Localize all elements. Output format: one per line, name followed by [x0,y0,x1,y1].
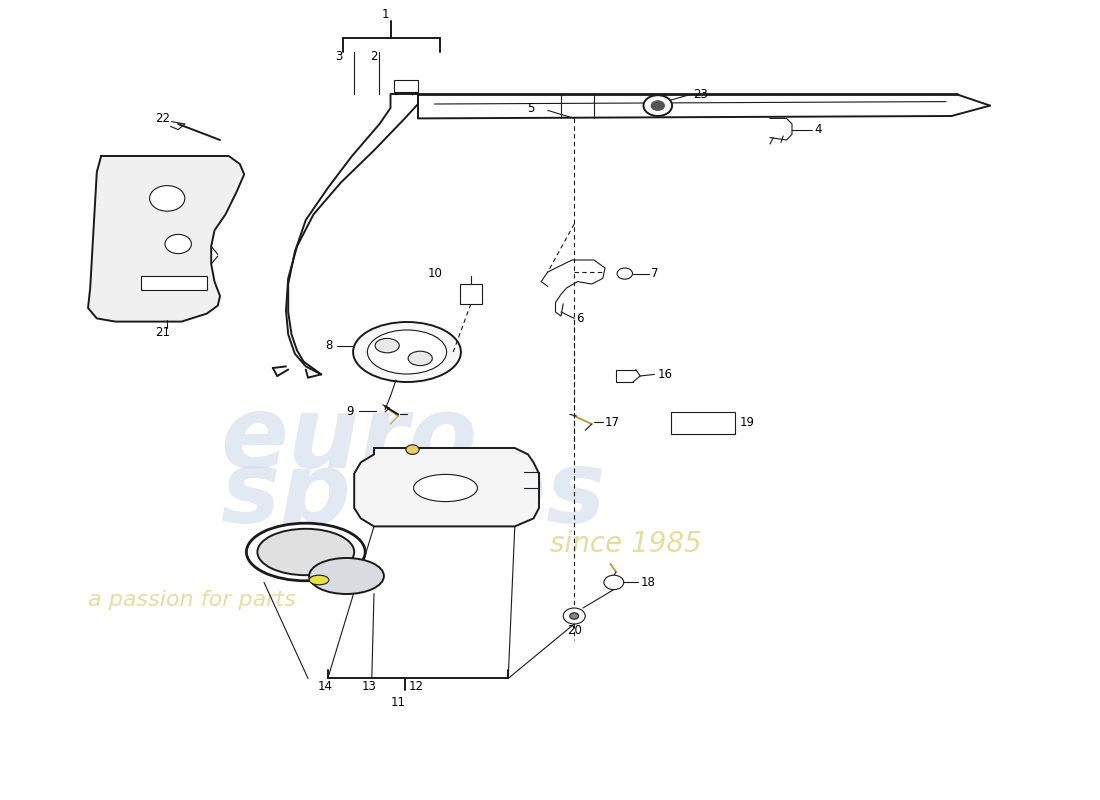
Polygon shape [88,156,244,322]
Text: 18: 18 [640,576,656,589]
Text: 8: 8 [324,339,332,352]
Text: 11: 11 [390,696,406,709]
Ellipse shape [246,523,365,581]
FancyBboxPatch shape [394,80,418,92]
Circle shape [604,575,624,590]
Circle shape [570,613,579,619]
Text: euro: euro [220,391,477,489]
Text: 21: 21 [155,326,170,338]
Ellipse shape [367,330,447,374]
Polygon shape [354,448,539,526]
Text: speces: speces [220,447,606,545]
Ellipse shape [257,529,354,575]
Text: 14: 14 [318,680,333,693]
Text: 17: 17 [605,416,620,429]
Circle shape [165,234,191,254]
Ellipse shape [408,351,432,366]
Text: a passion for parts: a passion for parts [88,590,296,610]
Ellipse shape [309,575,329,585]
Circle shape [406,445,419,454]
Text: 7: 7 [651,267,659,280]
Text: 19: 19 [739,416,755,429]
Circle shape [563,608,585,624]
Text: 23: 23 [693,88,708,101]
Circle shape [651,101,664,110]
Text: 12: 12 [408,680,424,693]
Circle shape [617,268,632,279]
Ellipse shape [353,322,461,382]
Text: 13: 13 [362,680,377,693]
Bar [460,284,482,304]
Text: since 1985: since 1985 [550,530,702,558]
Bar [141,276,207,290]
Text: 9: 9 [346,405,354,418]
Text: 2: 2 [371,50,377,62]
Text: 20: 20 [566,624,582,637]
Ellipse shape [309,558,384,594]
Circle shape [150,186,185,211]
Text: 3: 3 [336,50,342,62]
Text: 6: 6 [576,312,584,325]
Ellipse shape [375,338,399,353]
Text: 1: 1 [382,8,388,21]
Text: 16: 16 [658,368,673,381]
Text: 22: 22 [155,112,170,125]
Text: 4: 4 [814,123,822,136]
Bar [671,412,735,434]
Text: 5: 5 [527,102,535,115]
Ellipse shape [414,474,477,502]
Circle shape [644,95,672,116]
Text: 10: 10 [427,267,442,280]
